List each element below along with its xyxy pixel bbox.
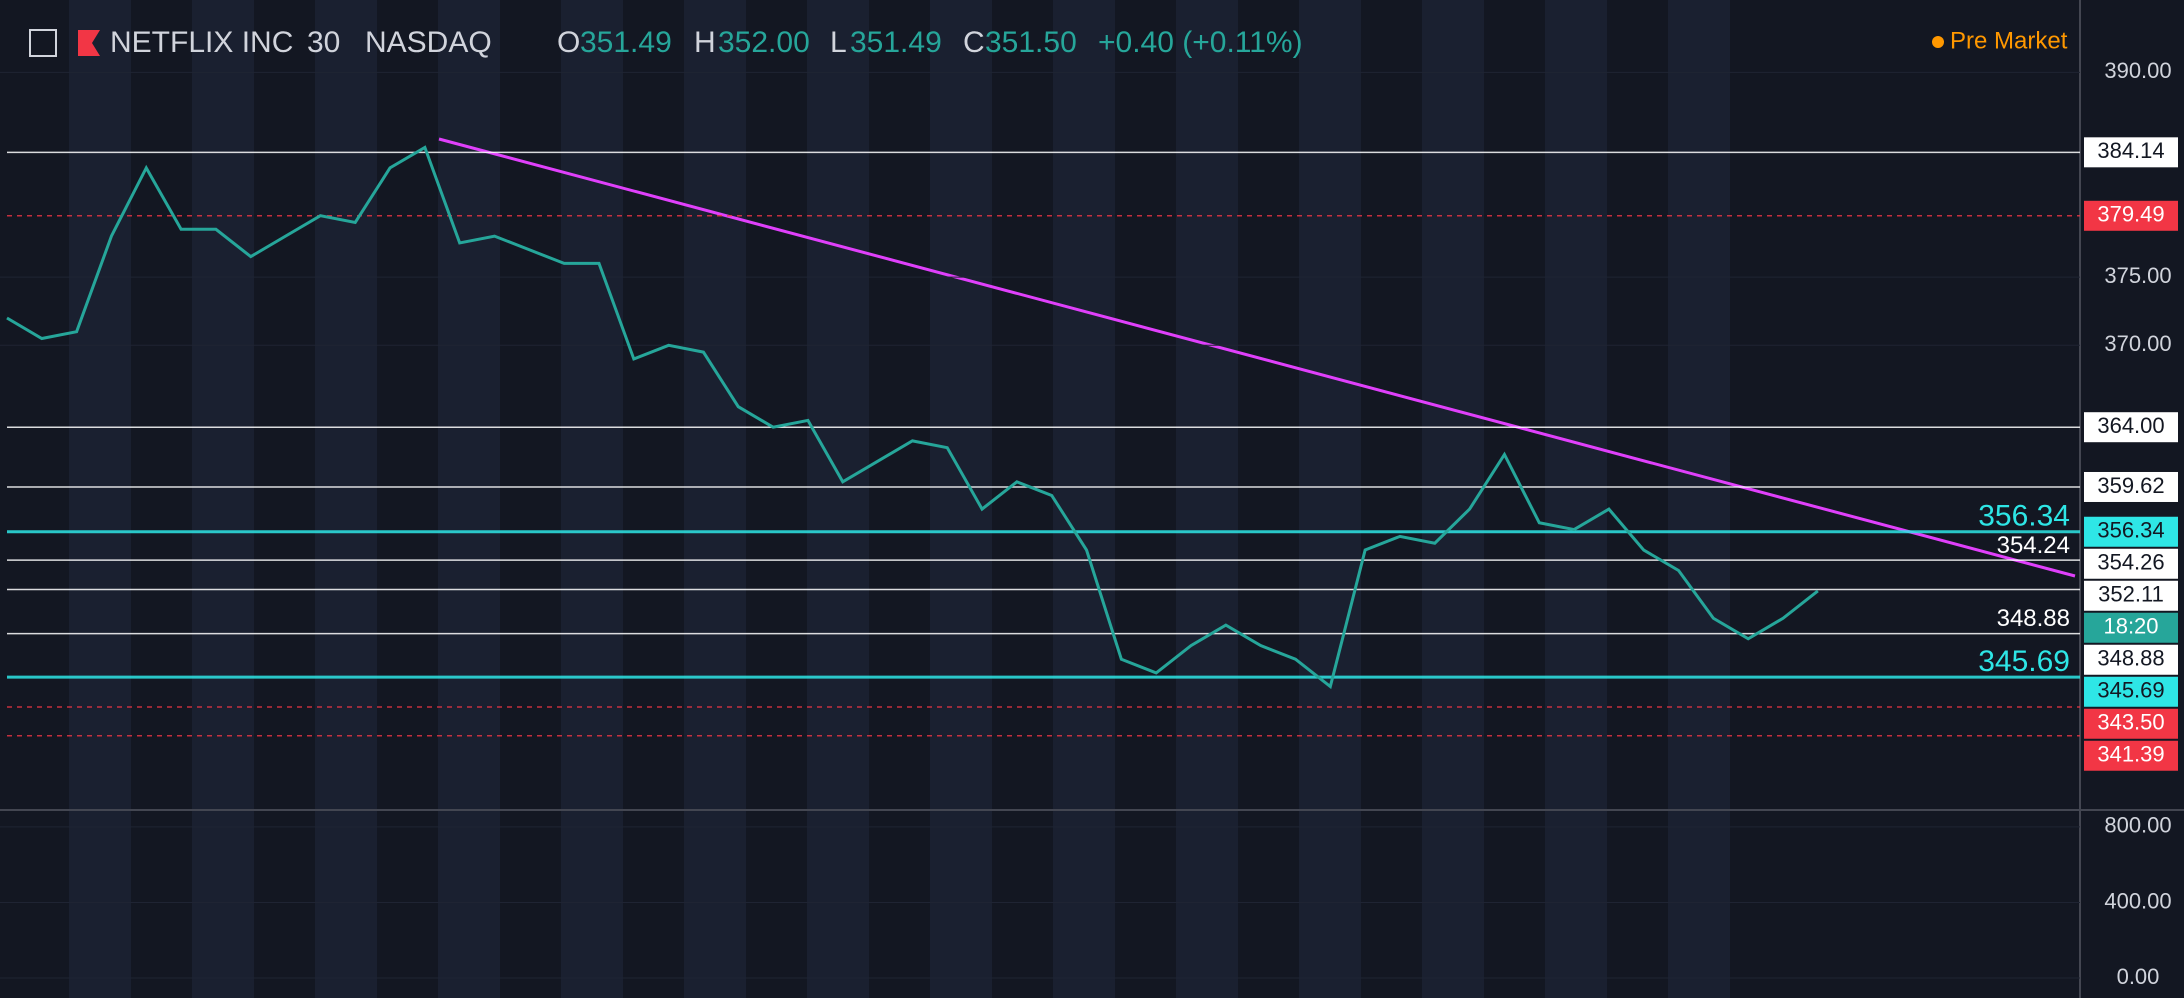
- indicator-tick-label: 0.00: [2117, 964, 2160, 989]
- level-text: 356.34: [1978, 500, 2070, 533]
- high-label: H: [694, 26, 716, 59]
- stripe: [315, 0, 377, 998]
- interval[interactable]: 30: [307, 26, 340, 59]
- price-tag-text: 359.62: [2097, 473, 2164, 498]
- level-text: 348.88: [1997, 605, 2070, 632]
- stripe: [69, 0, 131, 998]
- stripe: [1422, 0, 1484, 998]
- price-tag: [2084, 200, 2178, 231]
- price-tag-text: 352.11: [2098, 582, 2164, 607]
- open-value: 351.49: [580, 26, 672, 59]
- price-tag: [2084, 137, 2178, 168]
- y-tick-label: 375.00: [2104, 263, 2171, 288]
- close-value: 351.50: [985, 26, 1077, 59]
- price-tag-text: 354.26: [2097, 550, 2164, 575]
- price-tag: [2084, 516, 2178, 547]
- trend-line: [438, 137, 2076, 578]
- open-label: O: [557, 26, 580, 59]
- stripe: [1176, 0, 1238, 998]
- session-dot: [1932, 36, 1944, 48]
- stripe: [1668, 0, 1730, 998]
- price-tag-text: 356.34: [2097, 518, 2164, 543]
- price-tag-text: 379.49: [2097, 202, 2164, 227]
- price-tag-text: 343.50: [2097, 710, 2164, 735]
- low-value: 351.49: [850, 26, 942, 59]
- price-tag: [2084, 644, 2178, 675]
- symbol-icon: [78, 30, 100, 56]
- session: Pre Market: [1950, 27, 2068, 54]
- price-tag-text: 341.39: [2097, 742, 2164, 767]
- price-tag-text: 364.00: [2097, 413, 2164, 438]
- price-line: [6, 145, 1819, 690]
- price-tag: [2084, 471, 2178, 502]
- price-tag-text: 384.14: [2097, 138, 2164, 163]
- stripe: [930, 0, 992, 998]
- indicator-tick-label: 800.00: [2104, 813, 2171, 838]
- symbol[interactable]: NETFLIX INC: [110, 26, 293, 59]
- low-label: L: [830, 26, 847, 59]
- price-tag: [2084, 708, 2178, 739]
- price-tag: [2084, 412, 2178, 443]
- price-tag: [2084, 580, 2178, 611]
- close-label: C: [963, 26, 985, 59]
- price-tag: [2084, 676, 2178, 707]
- stripe: [807, 0, 869, 998]
- high-value: 352.00: [718, 26, 810, 59]
- stripe: [192, 0, 254, 998]
- price-tag-text: 18:20: [2103, 614, 2158, 639]
- indicator-tick-label: 400.00: [2104, 888, 2171, 913]
- price-tag: [2084, 548, 2178, 579]
- stripe: [684, 0, 746, 998]
- level-text: 345.69: [1978, 645, 2070, 678]
- exchange[interactable]: NASDAQ: [365, 26, 492, 59]
- price-tag: [2084, 740, 2178, 771]
- toolbar: NETFLIX INC 30 NASDAQ O 351.49 H 352.00 …: [29, 26, 2068, 59]
- session-stripes: [69, 0, 1730, 998]
- y-tick-label: 370.00: [2104, 331, 2171, 356]
- expand-icon[interactable]: [29, 29, 57, 57]
- stripe: [561, 0, 623, 998]
- price-tag-text: 348.88: [2097, 646, 2164, 671]
- y-tick-label: 390.00: [2104, 58, 2171, 83]
- stripe: [438, 0, 500, 998]
- stripe: [1299, 0, 1361, 998]
- stripe: [1053, 0, 1115, 998]
- price-tag-text: 345.69: [2097, 678, 2164, 703]
- stripe: [1545, 0, 1607, 998]
- change: +0.40 (+0.11%): [1098, 26, 1303, 59]
- level-text: 354.24: [1997, 532, 2070, 559]
- price-tag: [2084, 612, 2178, 643]
